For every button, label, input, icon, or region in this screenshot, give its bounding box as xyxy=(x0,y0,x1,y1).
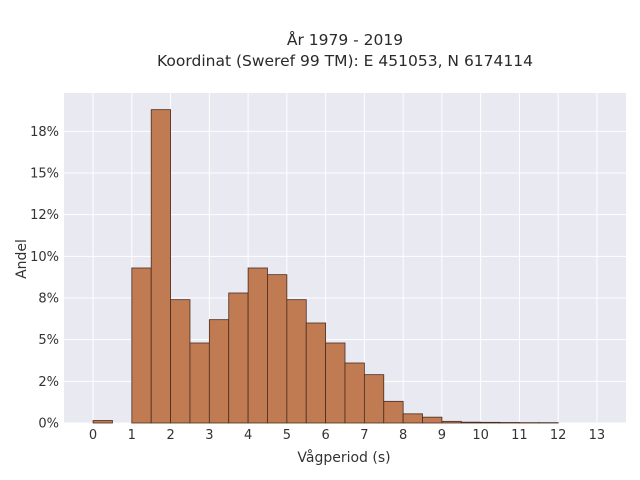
histogram-bar xyxy=(441,420,462,424)
x-tick-label: 5 xyxy=(283,428,291,443)
x-tick-label: 12 xyxy=(550,428,567,443)
chart-subtitle: Koordinat (Sweref 99 TM): E 451053, N 61… xyxy=(157,52,533,70)
x-tick-label: 8 xyxy=(399,428,407,443)
y-tick-label: 18% xyxy=(30,125,59,140)
histogram-bar xyxy=(305,322,327,424)
y-tick-label: 8% xyxy=(38,292,59,307)
histogram-bar xyxy=(363,374,385,424)
histogram-bar xyxy=(325,342,346,424)
histogram-bar xyxy=(247,267,268,424)
histogram-bar xyxy=(92,420,113,424)
x-tick-label: 7 xyxy=(360,428,368,443)
y-tick-label: 10% xyxy=(30,250,59,265)
x-axis-ticks: 0 1 2 3 4 5 6 7 8 9 10 11 12 13 xyxy=(89,428,605,443)
histogram-bar xyxy=(131,267,152,424)
x-tick-label: 6 xyxy=(321,428,329,443)
histogram-bar xyxy=(499,422,520,424)
histogram-bar xyxy=(344,362,365,424)
y-tick-label: 12% xyxy=(30,208,59,223)
x-tick-label: 0 xyxy=(89,428,97,443)
y-tick-label: 0% xyxy=(38,417,59,432)
y-tick-label: 2% xyxy=(38,375,59,390)
histogram-bar xyxy=(286,299,307,424)
histogram-bar xyxy=(267,274,288,424)
histogram-bar xyxy=(422,416,443,424)
histogram-bar xyxy=(460,421,482,424)
chart-title: År 1979 - 2019 xyxy=(287,30,403,49)
histogram-bar xyxy=(170,299,191,424)
histogram-bar xyxy=(208,319,230,424)
histogram-bar xyxy=(383,400,404,424)
bars xyxy=(92,109,559,424)
x-tick-label: 9 xyxy=(438,428,446,443)
x-tick-label: 2 xyxy=(166,428,174,443)
x-tick-label: 13 xyxy=(589,428,606,443)
x-tick-label: 11 xyxy=(511,428,528,443)
x-tick-label: 1 xyxy=(128,428,136,443)
histogram-bar xyxy=(480,421,501,424)
y-tick-label: 5% xyxy=(38,333,59,348)
x-tick-label: 10 xyxy=(472,428,489,443)
histogram-bar xyxy=(228,292,249,424)
x-axis-label: Vågperiod (s) xyxy=(297,449,390,466)
histogram-bar xyxy=(402,413,423,424)
x-tick-label: 3 xyxy=(205,428,213,443)
y-axis-label: Andel xyxy=(14,239,30,279)
histogram-bar xyxy=(150,109,171,424)
y-axis-ticks: 0% 2% 5% 8% 10% 12% 15% 18% xyxy=(30,125,59,432)
x-tick-label: 4 xyxy=(244,428,252,443)
y-tick-label: 15% xyxy=(30,167,59,182)
histogram-bar xyxy=(189,342,210,424)
